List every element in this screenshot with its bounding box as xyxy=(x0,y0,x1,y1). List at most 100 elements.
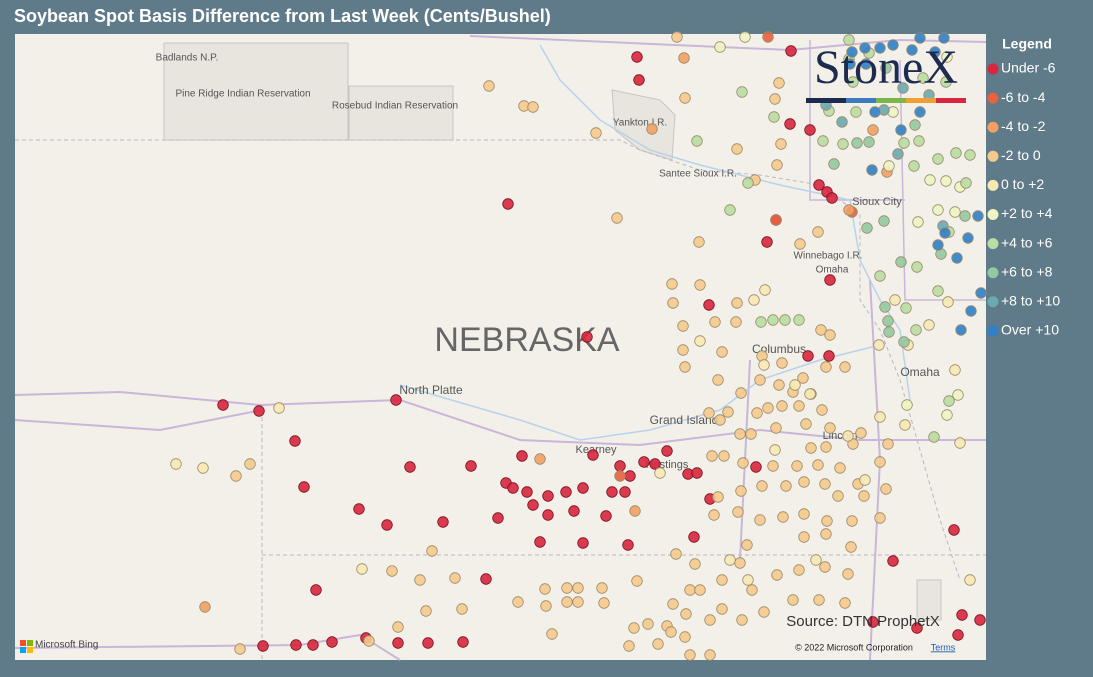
points xyxy=(170,31,987,661)
location-dot xyxy=(909,119,921,131)
location-dot xyxy=(646,123,658,135)
location-dot xyxy=(735,485,747,497)
location-dot xyxy=(842,430,854,442)
location-dot xyxy=(824,329,836,341)
location-dot xyxy=(253,405,265,417)
location-dot xyxy=(623,640,635,652)
location-dot xyxy=(679,631,691,643)
location-dot xyxy=(914,106,926,118)
location-dot xyxy=(901,399,913,411)
location-dot xyxy=(952,629,964,641)
legend-label: +2 to +4 xyxy=(1001,205,1053,221)
location-dot xyxy=(742,177,754,189)
location-dot xyxy=(745,428,757,440)
location-dot xyxy=(691,467,703,479)
location-dot xyxy=(561,596,573,608)
location-dot xyxy=(839,361,851,373)
location-dot xyxy=(889,294,901,306)
terms-link[interactable]: Terms xyxy=(931,642,956,652)
location-dot xyxy=(940,175,952,187)
location-dot xyxy=(716,603,728,615)
location-dot xyxy=(959,210,971,222)
location-dot xyxy=(821,515,833,527)
location-dot xyxy=(572,582,584,594)
location-dot xyxy=(298,481,310,493)
location-dot xyxy=(972,210,984,222)
location-dot xyxy=(739,31,751,43)
location-dot xyxy=(860,58,872,70)
legend-label: -2 to 0 xyxy=(1001,147,1041,163)
location-dot xyxy=(307,639,319,651)
location-dot xyxy=(652,638,664,650)
legend-swatch xyxy=(986,266,1000,280)
place-label: Rosebud Indian Reservation xyxy=(332,101,458,112)
location-dot xyxy=(244,458,256,470)
location-dot xyxy=(882,438,894,450)
place-label: Omaha xyxy=(816,265,849,276)
location-dot xyxy=(457,636,469,648)
place-label: Badlands N.P. xyxy=(156,53,219,64)
location-dot xyxy=(965,305,977,317)
location-dot xyxy=(731,297,743,309)
location-dot xyxy=(823,350,835,362)
location-dot xyxy=(912,216,924,228)
location-dot xyxy=(804,124,816,136)
location-dot xyxy=(679,361,691,373)
location-dot xyxy=(629,505,641,517)
legend-swatch xyxy=(986,120,1000,134)
location-dot xyxy=(949,206,961,218)
location-dot xyxy=(492,512,504,524)
location-dot xyxy=(404,461,416,473)
location-dot xyxy=(850,106,862,118)
location-dot xyxy=(577,482,589,494)
place-label: NEBRASKA xyxy=(434,321,619,359)
location-dot xyxy=(815,324,827,336)
location-dot xyxy=(539,583,551,595)
location-dot xyxy=(756,480,768,492)
location-dot xyxy=(867,616,879,628)
legend-label: Over +10 xyxy=(1001,322,1059,338)
location-dot xyxy=(832,490,844,502)
location-dot xyxy=(805,442,817,454)
location-dot xyxy=(974,614,986,626)
location-dot xyxy=(791,460,803,472)
location-dot xyxy=(824,274,836,286)
location-dot xyxy=(671,31,683,43)
place-label: Santee Sioux I.R. xyxy=(659,169,737,180)
location-dot xyxy=(560,486,572,498)
location-dot xyxy=(735,387,747,399)
location-dot xyxy=(874,42,886,54)
location-dot xyxy=(812,459,824,471)
location-dot xyxy=(684,584,696,596)
location-dot xyxy=(820,528,832,540)
location-dot xyxy=(420,605,432,617)
legend-label: 0 to +2 xyxy=(1001,176,1044,192)
location-dot xyxy=(722,406,734,418)
place-label: North Platte xyxy=(399,383,463,397)
source: Source: DTN ProphetX xyxy=(786,613,939,630)
location-dot xyxy=(773,77,785,89)
provider: Microsoft Bing xyxy=(35,640,98,651)
location-dot xyxy=(843,204,855,216)
location-dot xyxy=(631,575,643,587)
place-label: Yankton I.R. xyxy=(613,118,667,129)
location-dot xyxy=(975,287,987,299)
legend-label: -6 to -4 xyxy=(1001,89,1046,105)
location-dot xyxy=(846,46,858,58)
location-dot xyxy=(734,557,746,569)
location-dot xyxy=(691,135,703,147)
location-dot xyxy=(952,389,964,401)
location-dot xyxy=(289,435,301,447)
location-dot xyxy=(666,278,678,290)
location-dot xyxy=(716,574,728,586)
location-dot xyxy=(714,414,726,426)
location-dot xyxy=(880,483,892,495)
location-dot xyxy=(755,316,767,328)
location-dot xyxy=(483,80,495,92)
location-dot xyxy=(392,621,404,633)
location-dot xyxy=(709,316,721,328)
location-dot xyxy=(437,516,449,528)
location-dot xyxy=(816,404,828,416)
location-dot xyxy=(932,285,944,297)
